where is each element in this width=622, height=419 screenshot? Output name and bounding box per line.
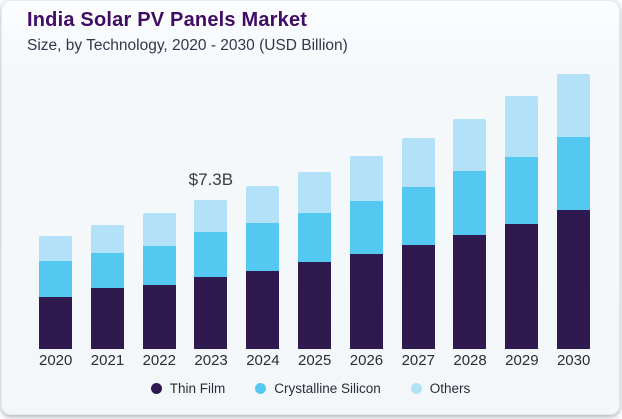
x-axis-label-2028: 2028	[453, 352, 487, 369]
legend-label: Thin Film	[169, 381, 226, 396]
bar-segment-crystalline-silicon	[401, 187, 435, 245]
chart-header: India Solar PV Panels Market Size, by Te…	[27, 9, 348, 55]
chart-subtitle: Size, by Technology, 2020 - 2030 (USD Bi…	[27, 37, 348, 54]
legend-item-thin-film: Thin Film	[150, 381, 226, 396]
bar-segment-crystalline-silicon	[39, 261, 72, 297]
x-axis-label-2026: 2026	[349, 352, 384, 369]
bar-segment-crystalline-silicon	[453, 171, 487, 235]
x-axis-label-2030: 2030	[556, 352, 591, 369]
bar-segment-thin-film	[401, 245, 435, 349]
bar-2030	[556, 74, 590, 349]
bar-segment-crystalline-silicon	[505, 157, 539, 224]
bar-segment-thin-film	[505, 224, 539, 349]
bar-segment-crystalline-silicon	[556, 137, 590, 210]
bar-segment-thin-film	[246, 271, 280, 349]
legend-dot-icon	[150, 383, 162, 394]
bar-2024	[246, 186, 280, 349]
bar-segment-others	[39, 236, 72, 261]
legend-item-crystalline-silicon: Crystalline Silicon	[255, 381, 381, 396]
bar-segment-others	[505, 96, 539, 157]
bar-segment-thin-film	[39, 297, 72, 349]
bar-segment-others	[297, 172, 331, 213]
bar-2023: $7.3B	[189, 170, 233, 349]
bar-segment-others	[142, 213, 176, 246]
x-axis-label-2029: 2029	[505, 352, 539, 369]
legend-dot-icon	[410, 383, 422, 394]
legend-label: Crystalline Silicon	[274, 381, 381, 396]
bar-segment-crystalline-silicon	[297, 213, 331, 262]
bar-segment-crystalline-silicon	[349, 201, 383, 254]
bar-segment-thin-film	[556, 210, 590, 349]
x-axis-label-2023: 2023	[194, 352, 228, 369]
legend-dot-icon	[255, 383, 267, 394]
bar-segment-others	[90, 225, 124, 253]
x-axis-labels: 2020 2021 2022 2023 2024 2025 2026 2027 2028 2029…	[39, 352, 590, 369]
bar-segment-others	[401, 138, 435, 187]
bar-2027	[401, 138, 435, 349]
bar-2022	[142, 213, 176, 349]
bar-2026	[349, 156, 383, 349]
x-axis-label-2021: 2021	[90, 352, 125, 369]
bar-segment-thin-film	[90, 288, 124, 349]
bar-segment-thin-film	[142, 285, 176, 349]
bar-segment-others	[453, 119, 487, 171]
bar-segment-thin-film	[297, 262, 331, 349]
bar-segment-thin-film	[194, 277, 228, 349]
bar-2025	[297, 172, 331, 349]
bar-2020	[39, 236, 72, 349]
x-axis-label-2022: 2022	[142, 352, 176, 369]
bar-segment-crystalline-silicon	[194, 232, 228, 277]
bar-2028	[453, 119, 487, 349]
chart-title: India Solar PV Panels Market	[27, 9, 308, 31]
bar-2029	[505, 96, 539, 349]
x-axis-label-2027: 2027	[401, 352, 435, 369]
bar-segment-crystalline-silicon	[90, 253, 124, 288]
bar-segment-others	[194, 200, 228, 232]
bar-segment-others	[349, 156, 383, 201]
bar-segment-crystalline-silicon	[246, 223, 280, 271]
bar-segment-others	[246, 186, 280, 223]
bar-segment-others	[556, 74, 590, 137]
plot-area: $7.3B	[39, 63, 590, 349]
legend: Thin Film Crystalline Silicon Others	[2, 381, 619, 396]
x-axis-label-2025: 2025	[297, 352, 332, 369]
bar-segment-thin-film	[349, 254, 383, 349]
bar-segment-thin-film	[453, 235, 487, 349]
x-axis-label-2024: 2024	[246, 352, 280, 369]
bar-2021	[90, 225, 124, 349]
bar-segment-crystalline-silicon	[142, 246, 176, 285]
x-axis-label-2020: 2020	[39, 352, 73, 369]
value-annotation: $7.3B	[188, 170, 234, 189]
legend-label: Others	[429, 381, 471, 396]
legend-item-others: Others	[410, 381, 471, 396]
